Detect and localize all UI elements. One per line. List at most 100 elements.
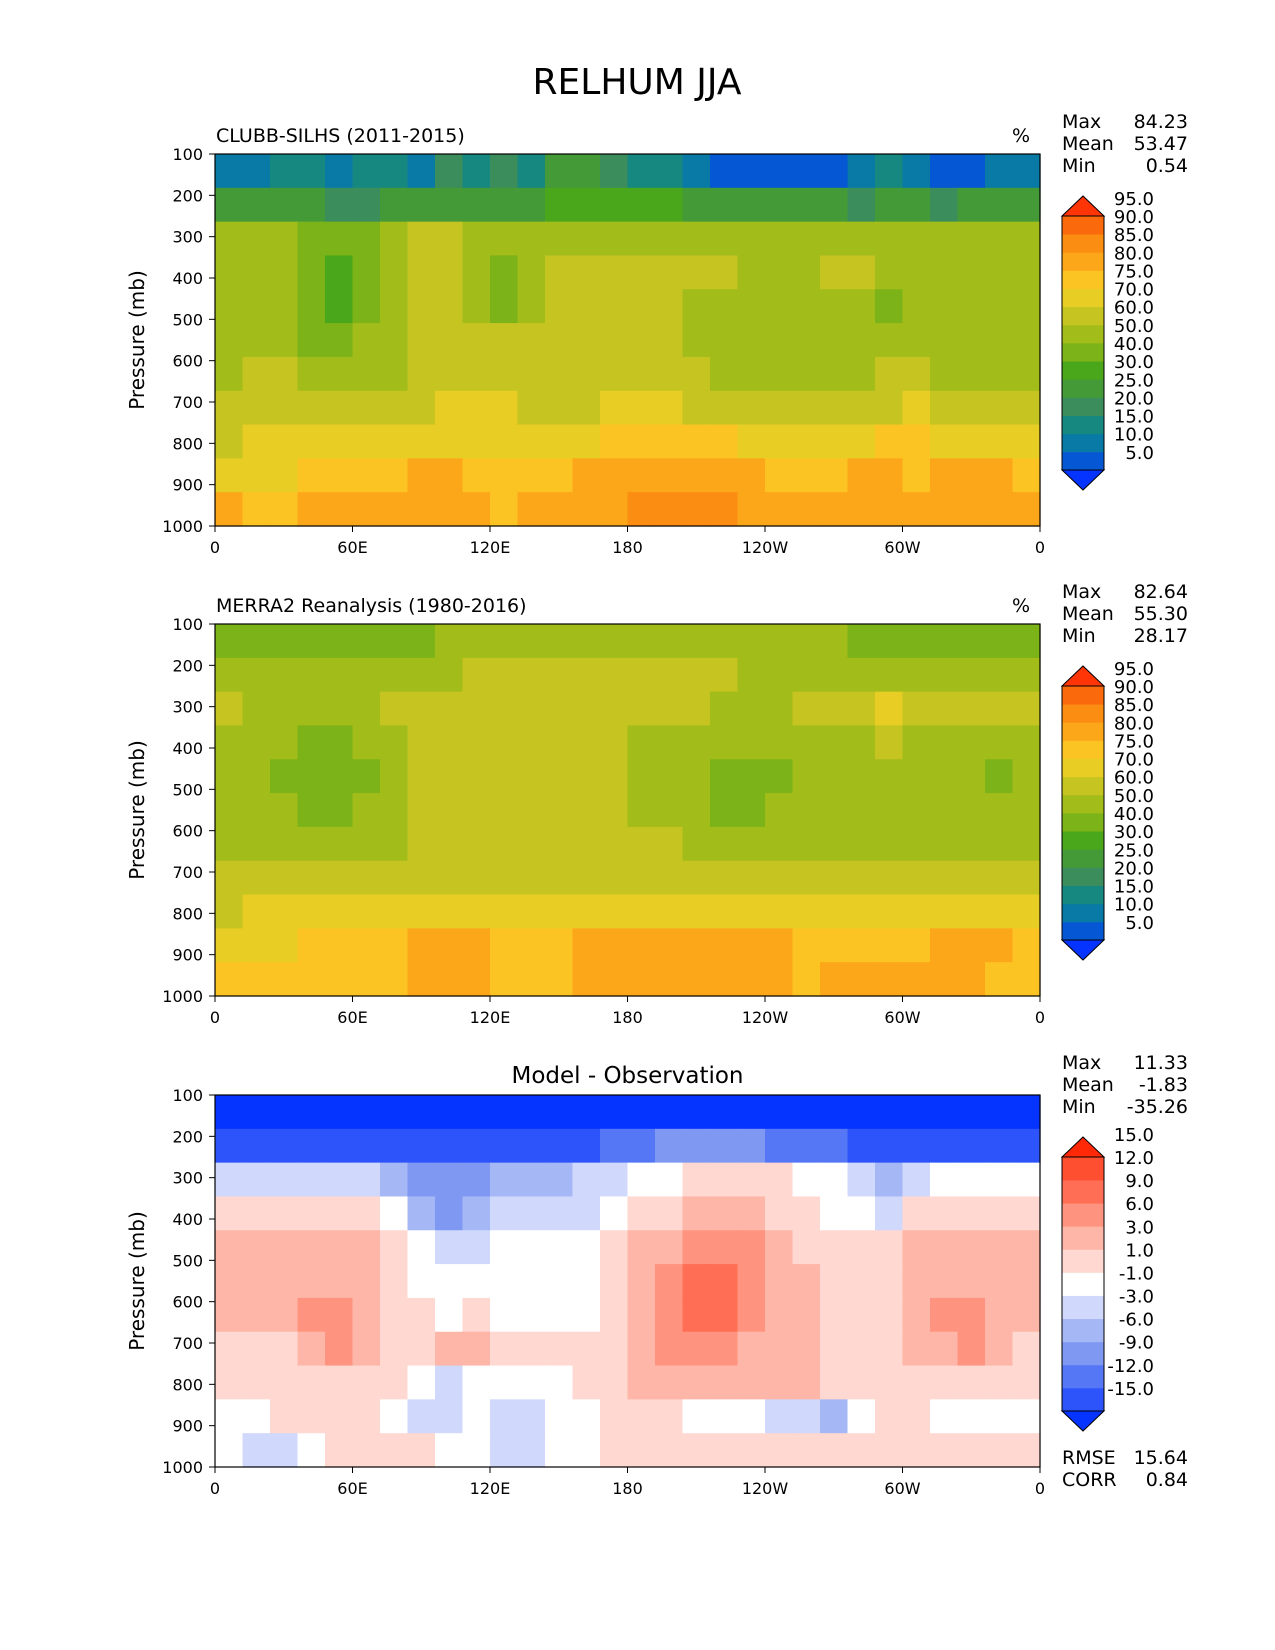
x-tick-label: 0 [210, 1008, 220, 1027]
field-cell [352, 860, 381, 896]
field-cell [1012, 1162, 1041, 1198]
field-cell [847, 1095, 876, 1130]
field-cell [462, 1433, 491, 1468]
field-cell [572, 725, 601, 760]
field-cell [737, 492, 766, 527]
field-cell [792, 1095, 821, 1130]
field-cell [902, 894, 931, 929]
field-cell [627, 624, 656, 659]
field-cell [490, 759, 519, 794]
field-cell [985, 860, 1014, 896]
field-cell [957, 725, 986, 760]
field-cell [930, 860, 959, 896]
field-cell [765, 390, 794, 426]
field-cell [710, 928, 739, 963]
field-cell [820, 1399, 849, 1434]
field-cell [902, 624, 931, 659]
field-cell [490, 1196, 519, 1231]
x-tick-label: 0 [1035, 538, 1045, 557]
field-cell [902, 793, 931, 828]
field-cell [545, 255, 574, 290]
stat-label: Mean [1062, 603, 1114, 625]
field-cell [627, 356, 656, 392]
field-cell [407, 860, 436, 896]
field-cell [820, 1433, 849, 1468]
x-tick-label: 60W [884, 1008, 920, 1027]
field-cell [270, 323, 299, 358]
field-cell [1012, 1399, 1041, 1434]
y-tick-label: 1000 [162, 987, 203, 1006]
field-cell [600, 424, 629, 459]
colorbar-swatch [1062, 234, 1104, 253]
field-cell [600, 860, 629, 896]
field-cell [710, 624, 739, 659]
field-cell [847, 390, 876, 426]
x-tick-label: 180 [612, 1479, 643, 1498]
y-tick-label: 200 [172, 186, 203, 205]
field-cell [297, 1433, 326, 1468]
field-cell [270, 1433, 299, 1468]
field-cell [325, 356, 354, 392]
field-cell [875, 894, 904, 929]
field-cell [435, 458, 464, 493]
field-cell [600, 657, 629, 693]
colorbar-swatch [1062, 1318, 1104, 1343]
field-cell [325, 894, 354, 929]
field-cell [985, 289, 1014, 324]
field-cell [407, 793, 436, 828]
field-cell [270, 255, 299, 290]
field-cell [792, 894, 821, 929]
field-cell [985, 657, 1014, 693]
field-cell [737, 1128, 766, 1164]
colorbar-level-label: 50.0 [1114, 316, 1154, 337]
field-cell [847, 1230, 876, 1265]
field-cell [847, 1365, 876, 1400]
field-cell [1012, 928, 1041, 963]
y-tick-label: 500 [172, 310, 203, 329]
field-cell [985, 793, 1014, 828]
field-cell [710, 962, 739, 997]
field-cell [380, 323, 409, 358]
x-tick-label: 120E [470, 1008, 511, 1027]
colorbar-level-label: 15.0 [1114, 877, 1154, 898]
colorbar-min-extend [1060, 1410, 1106, 1432]
field-cell [325, 323, 354, 358]
colorbar-swatch [1062, 306, 1104, 326]
field-cell [847, 154, 876, 189]
field-cell [710, 793, 739, 828]
field-cell [242, 1365, 271, 1400]
field-cell [490, 187, 519, 223]
field-cell [215, 492, 244, 527]
field-cell [572, 154, 601, 189]
field-cell [297, 1230, 326, 1265]
field-cell [325, 928, 354, 963]
field-cell [600, 1297, 629, 1333]
field-cell [682, 492, 711, 527]
field-cell [710, 1196, 739, 1231]
field-cell [380, 255, 409, 290]
field-cell [270, 1264, 299, 1299]
colorbar-swatch [1062, 885, 1104, 905]
field-cell [847, 187, 876, 223]
contour-field [215, 1095, 1041, 1468]
field-cell [902, 826, 931, 862]
field-cell [572, 894, 601, 929]
field-cell [875, 826, 904, 862]
field-cell [902, 1264, 931, 1299]
colorbar-swatch [1062, 1180, 1104, 1204]
field-cell [325, 826, 354, 862]
field-cell [407, 1297, 436, 1333]
field-cell [875, 691, 904, 727]
field-cell [957, 826, 986, 862]
colorbar-swatch [1062, 740, 1104, 759]
field-cell [242, 1230, 271, 1265]
panel-3: 100 200 300 400 500 600 700 800 900 1000 0 60E 120E 1… [125, 1052, 1188, 1498]
field-cell [1012, 725, 1041, 760]
field-cell [902, 1128, 931, 1164]
field-cell [627, 793, 656, 828]
field-cell [270, 458, 299, 493]
field-cell [985, 1297, 1014, 1333]
colorbar-swatch [1062, 216, 1104, 235]
panel-title: CLUBB-SILHS (2011-2015) [216, 125, 465, 147]
field-cell [682, 187, 711, 223]
